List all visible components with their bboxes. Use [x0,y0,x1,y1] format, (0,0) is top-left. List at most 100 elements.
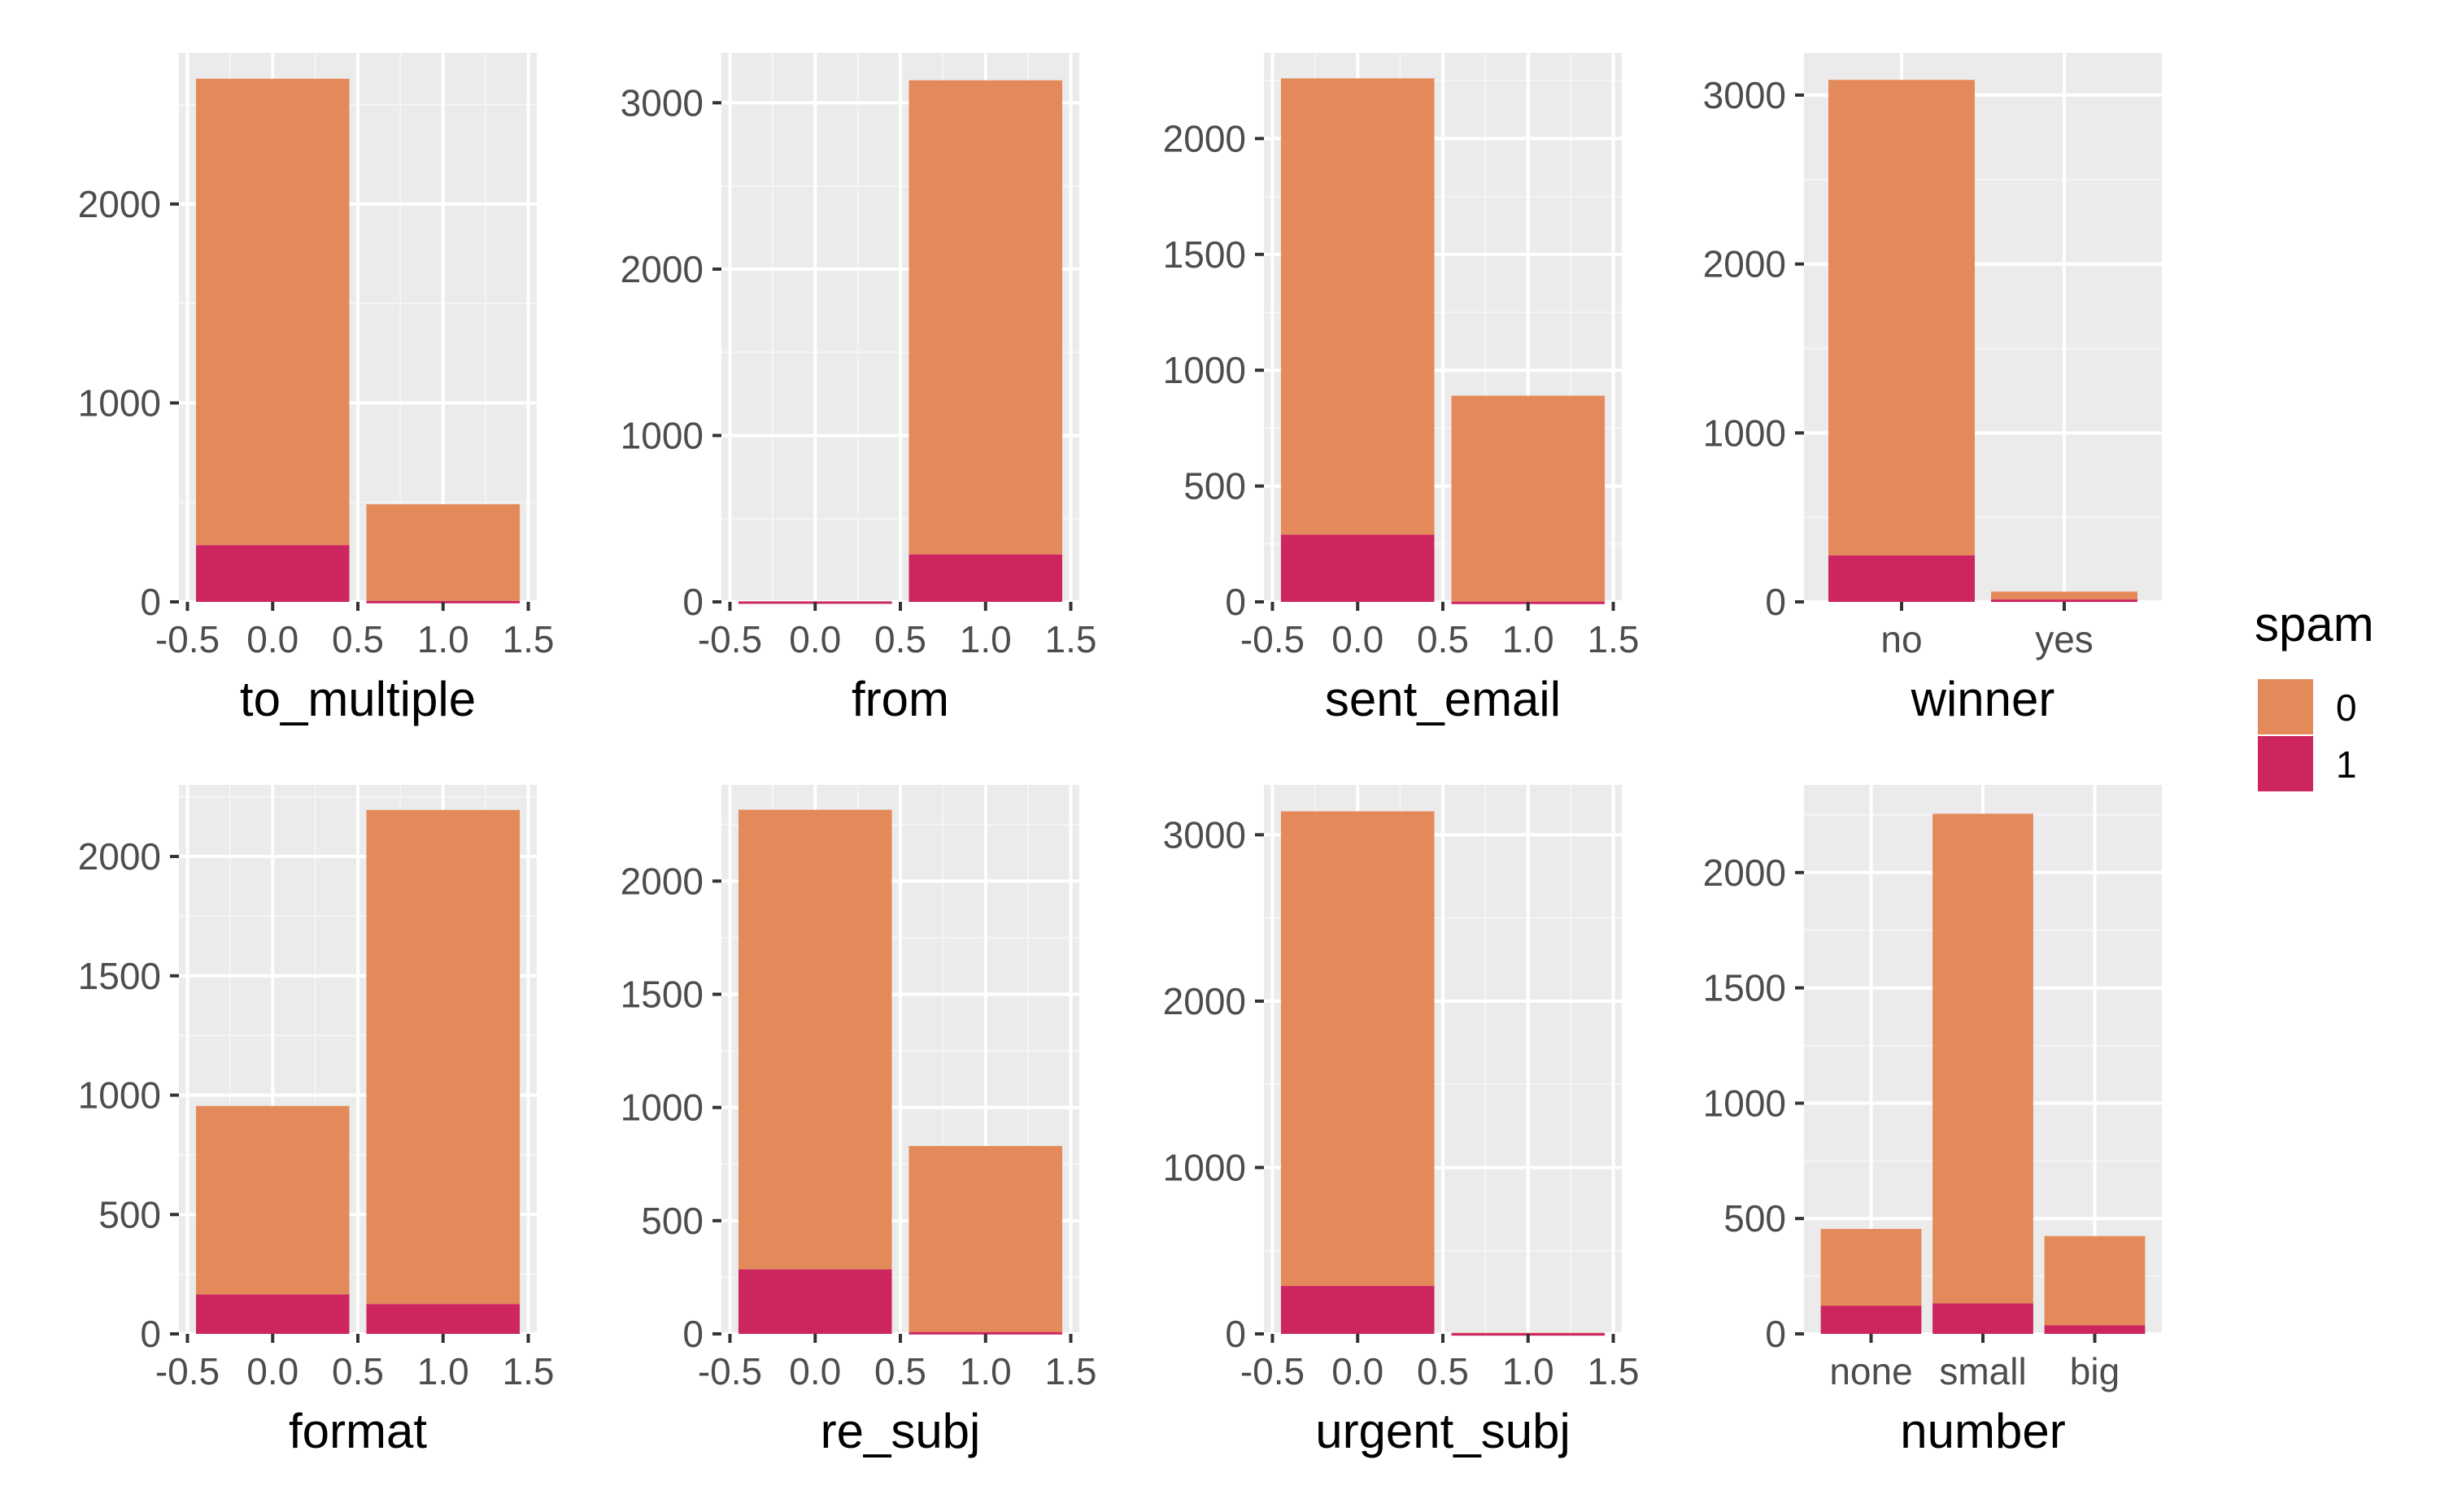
bar-spam-1 [1828,555,1975,602]
x-tick-label: 1.0 [417,618,469,660]
facet-panel-sent_email: 0 500 1000 1500 2000 -0.5 0.0 0.5 1.0 1.5 sent_ema… [1163,53,1640,726]
bar-spam-1 [1991,599,2137,603]
x-tick-label: small [1939,1350,2026,1392]
x-tick-label: -0.5 [155,1350,220,1392]
y-tick-label: 1000 [1703,1082,1786,1124]
legend-label-0: 0 [2336,686,2357,729]
bar-spam-0 [908,1145,1063,1332]
x-tick-label: 0.0 [789,618,841,660]
y-tick-label: 500 [1723,1197,1786,1240]
y-tick-label: 0 [1765,1313,1786,1355]
y-tick-label: 1000 [621,1087,704,1129]
x-tick-label: -0.5 [698,1350,762,1392]
bar-spam-0 [1451,395,1606,602]
y-tick-label: 1000 [78,1074,161,1117]
bar-spam-0 [195,78,350,546]
y-tick-label: 1000 [621,414,704,456]
y-tick-label: 2000 [78,183,161,225]
x-tick-label: 0.5 [332,1350,384,1392]
y-tick-label: 2000 [1163,980,1246,1022]
x-axis-title: sent_email [1325,672,1561,726]
legend: spam 0 1 [2255,597,2374,791]
y-tick-label: 1500 [1703,967,1786,1009]
bar-spam-0 [195,1105,350,1295]
x-tick-label: 0.0 [246,1350,298,1392]
bar-spam-0 [1991,591,2137,600]
x-tick-label: 1.5 [503,1350,555,1392]
y-tick-label: 500 [1183,465,1246,508]
bar-spam-1 [738,1269,892,1334]
bar-spam-1 [366,1304,521,1334]
y-tick-label: 500 [641,1200,704,1242]
bar-spam-0 [1828,80,1975,556]
x-tick-label: 1.0 [960,1350,1012,1392]
x-tick-label: 1.0 [417,1350,469,1392]
x-tick-label: 1.5 [503,618,555,660]
facet-panel-from: 0 1000 2000 3000 -0.5 0.0 0.5 1.0 1.5 from [621,53,1097,726]
bar-spam-0 [1280,78,1435,535]
x-tick-label: 0.0 [789,1350,841,1392]
bar-spam-1 [1820,1305,1922,1334]
y-tick-label: 2000 [621,860,704,902]
x-axis-title: number [1900,1404,2065,1458]
y-tick-label: 1000 [1703,412,1786,454]
bar-spam-0 [2044,1235,2146,1326]
bar-spam-0 [1451,1332,1606,1334]
x-tick-label: 0.5 [332,618,384,660]
x-axis-title: format [289,1404,427,1458]
y-tick-label: 1000 [1163,1146,1246,1188]
y-tick-label: 1500 [78,955,161,997]
y-tick-label: 0 [1225,581,1246,623]
x-axis-title: re_subj [821,1404,981,1458]
y-tick-label: 0 [1765,581,1786,623]
y-tick-label: 2000 [1163,117,1246,159]
y-tick-label: 1500 [621,973,704,1015]
facet-panel-format: 0 500 1000 1500 2000 -0.5 0.0 0.5 1.0 1.5 format [78,785,555,1458]
x-tick-label: 0.5 [1417,1350,1469,1392]
x-tick-label: 1.0 [960,618,1012,660]
x-axis-title: to_multiple [240,672,476,726]
bar-spam-0 [1820,1228,1922,1306]
legend-label-1: 1 [2336,743,2357,786]
x-tick-label: 0.0 [1331,1350,1383,1392]
x-axis-title: winner [1911,672,2055,726]
y-tick-label: 1000 [1163,349,1246,391]
x-tick-label: 1.0 [1502,618,1554,660]
x-tick-label: 1.5 [1045,1350,1097,1392]
facet-panel-to_multiple: 0 1000 2000 -0.5 0.0 0.5 1.0 1.5 to_multiple [78,53,555,726]
facet-panel-urgent_subj: 0 1000 2000 3000 -0.5 0.0 0.5 1.0 1.5 urgent_subj [1163,785,1640,1458]
x-tick-label: no [1880,618,1922,660]
bar-spam-1 [2044,1325,2146,1334]
bar-spam-1 [1280,534,1435,602]
y-tick-label: 2000 [1703,243,1786,285]
x-tick-label: 1.5 [1588,618,1640,660]
y-tick-label: 0 [682,581,704,623]
x-axis-title: urgent_subj [1315,1404,1571,1458]
bar-spam-0 [738,809,892,1270]
facet-panel-winner: 0 1000 2000 3000 no yes winner [1703,53,2162,726]
y-tick-label: 0 [140,581,161,623]
bar-spam-1 [908,1331,1063,1335]
y-tick-label: 0 [140,1313,161,1355]
bar-spam-1 [1280,1286,1435,1334]
x-tick-label: 0.0 [1331,618,1383,660]
x-tick-label: -0.5 [1240,1350,1305,1392]
y-tick-label: 3000 [1703,74,1786,116]
bar-spam-1 [1932,1303,2033,1334]
x-tick-label: 0.0 [246,618,298,660]
legend-swatch-0 [2258,679,2313,734]
x-axis-title: from [852,672,949,726]
bar-spam-0 [1932,813,2033,1304]
y-tick-label: 2000 [1703,852,1786,894]
legend-title: spam [2255,597,2374,651]
y-tick-label: 0 [682,1313,704,1355]
y-tick-label: 1000 [78,381,161,424]
bar-spam-1 [195,1294,350,1334]
x-tick-label: none [1829,1350,1912,1392]
y-tick-label: 500 [98,1193,161,1235]
y-tick-label: 2000 [621,248,704,290]
y-tick-label: 0 [1225,1313,1246,1355]
x-tick-label: -0.5 [155,618,220,660]
